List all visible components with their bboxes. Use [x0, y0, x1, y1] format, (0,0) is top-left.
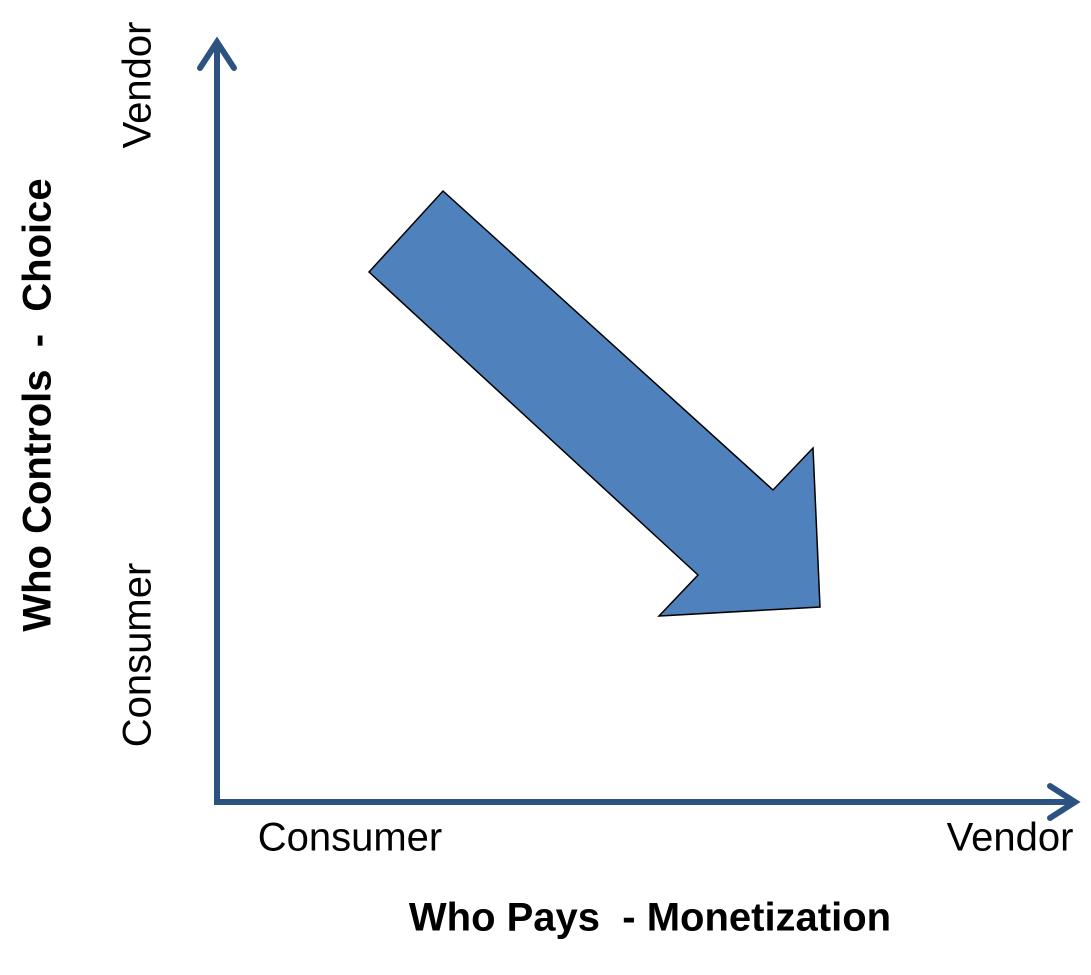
y-label-consumer: Consumer — [116, 563, 160, 748]
x-axis-arrowhead — [1047, 783, 1081, 821]
y-axis-title: Who Controls - Choice — [16, 178, 60, 631]
x-axis-title: Who Pays - Monetization — [409, 896, 891, 940]
x-label-consumer: Consumer — [258, 816, 443, 860]
trend-arrow — [367, 189, 821, 617]
y-axis-arrowhead — [197, 36, 237, 71]
y-label-vendor: Vendor — [116, 22, 160, 149]
x-label-vendor: Vendor — [947, 816, 1074, 860]
